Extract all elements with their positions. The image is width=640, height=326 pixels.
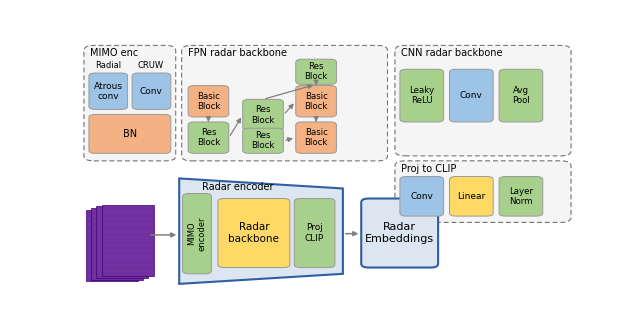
- FancyBboxPatch shape: [97, 206, 148, 278]
- Text: Radial: Radial: [95, 62, 122, 70]
- Text: Layer
Norm: Layer Norm: [509, 186, 533, 206]
- FancyBboxPatch shape: [243, 99, 284, 131]
- FancyBboxPatch shape: [499, 177, 543, 216]
- FancyBboxPatch shape: [296, 122, 337, 153]
- Text: Res
Block: Res Block: [196, 128, 220, 147]
- FancyBboxPatch shape: [243, 128, 284, 153]
- FancyBboxPatch shape: [132, 73, 171, 110]
- FancyBboxPatch shape: [449, 69, 493, 122]
- Text: Radar
backbone: Radar backbone: [228, 222, 279, 244]
- FancyBboxPatch shape: [449, 177, 493, 216]
- FancyBboxPatch shape: [89, 73, 127, 110]
- FancyBboxPatch shape: [188, 85, 229, 117]
- FancyBboxPatch shape: [86, 210, 138, 281]
- Text: Radar encoder: Radar encoder: [202, 182, 273, 192]
- Text: MIMO enc: MIMO enc: [90, 48, 138, 58]
- FancyBboxPatch shape: [400, 69, 444, 122]
- Polygon shape: [179, 178, 343, 284]
- Text: Conv: Conv: [140, 87, 163, 96]
- Text: Leaky
ReLU: Leaky ReLU: [409, 86, 435, 105]
- Text: Basic
Block: Basic Block: [305, 128, 328, 147]
- Text: CNN radar backbone: CNN radar backbone: [401, 48, 502, 58]
- FancyBboxPatch shape: [395, 161, 571, 222]
- FancyBboxPatch shape: [84, 45, 176, 161]
- Text: Conv: Conv: [460, 91, 483, 100]
- Text: MIMO
encoder: MIMO encoder: [188, 216, 207, 251]
- FancyBboxPatch shape: [102, 204, 154, 276]
- FancyBboxPatch shape: [395, 161, 571, 222]
- FancyBboxPatch shape: [294, 199, 335, 268]
- FancyBboxPatch shape: [182, 45, 388, 161]
- Text: Proj to CLIP: Proj to CLIP: [401, 164, 456, 174]
- Text: CRUW: CRUW: [138, 62, 164, 70]
- FancyBboxPatch shape: [91, 208, 143, 280]
- Text: Conv: Conv: [410, 192, 433, 201]
- Text: FPN radar backbone: FPN radar backbone: [188, 48, 287, 58]
- FancyBboxPatch shape: [182, 45, 388, 161]
- FancyBboxPatch shape: [400, 177, 444, 216]
- FancyBboxPatch shape: [395, 45, 571, 156]
- Text: Radar
Embeddings: Radar Embeddings: [365, 222, 434, 244]
- FancyBboxPatch shape: [395, 45, 571, 156]
- Text: Res
Block: Res Block: [252, 105, 275, 125]
- FancyBboxPatch shape: [296, 85, 337, 117]
- FancyBboxPatch shape: [182, 194, 211, 274]
- Text: Res
Block: Res Block: [252, 131, 275, 151]
- Text: Basic
Block: Basic Block: [196, 92, 220, 111]
- FancyBboxPatch shape: [188, 122, 229, 153]
- FancyBboxPatch shape: [499, 69, 543, 122]
- Text: Res
Block: Res Block: [305, 62, 328, 82]
- FancyBboxPatch shape: [218, 199, 290, 268]
- Text: BN: BN: [123, 129, 137, 139]
- FancyBboxPatch shape: [296, 59, 337, 84]
- FancyBboxPatch shape: [361, 199, 438, 268]
- FancyBboxPatch shape: [84, 45, 176, 161]
- Text: Atrous
conv: Atrous conv: [94, 82, 123, 101]
- Text: Avg
Pool: Avg Pool: [512, 86, 530, 105]
- Text: Linear: Linear: [457, 192, 486, 201]
- Text: Proj
CLIP: Proj CLIP: [305, 223, 324, 243]
- Text: Basic
Block: Basic Block: [305, 92, 328, 111]
- FancyBboxPatch shape: [89, 114, 171, 153]
